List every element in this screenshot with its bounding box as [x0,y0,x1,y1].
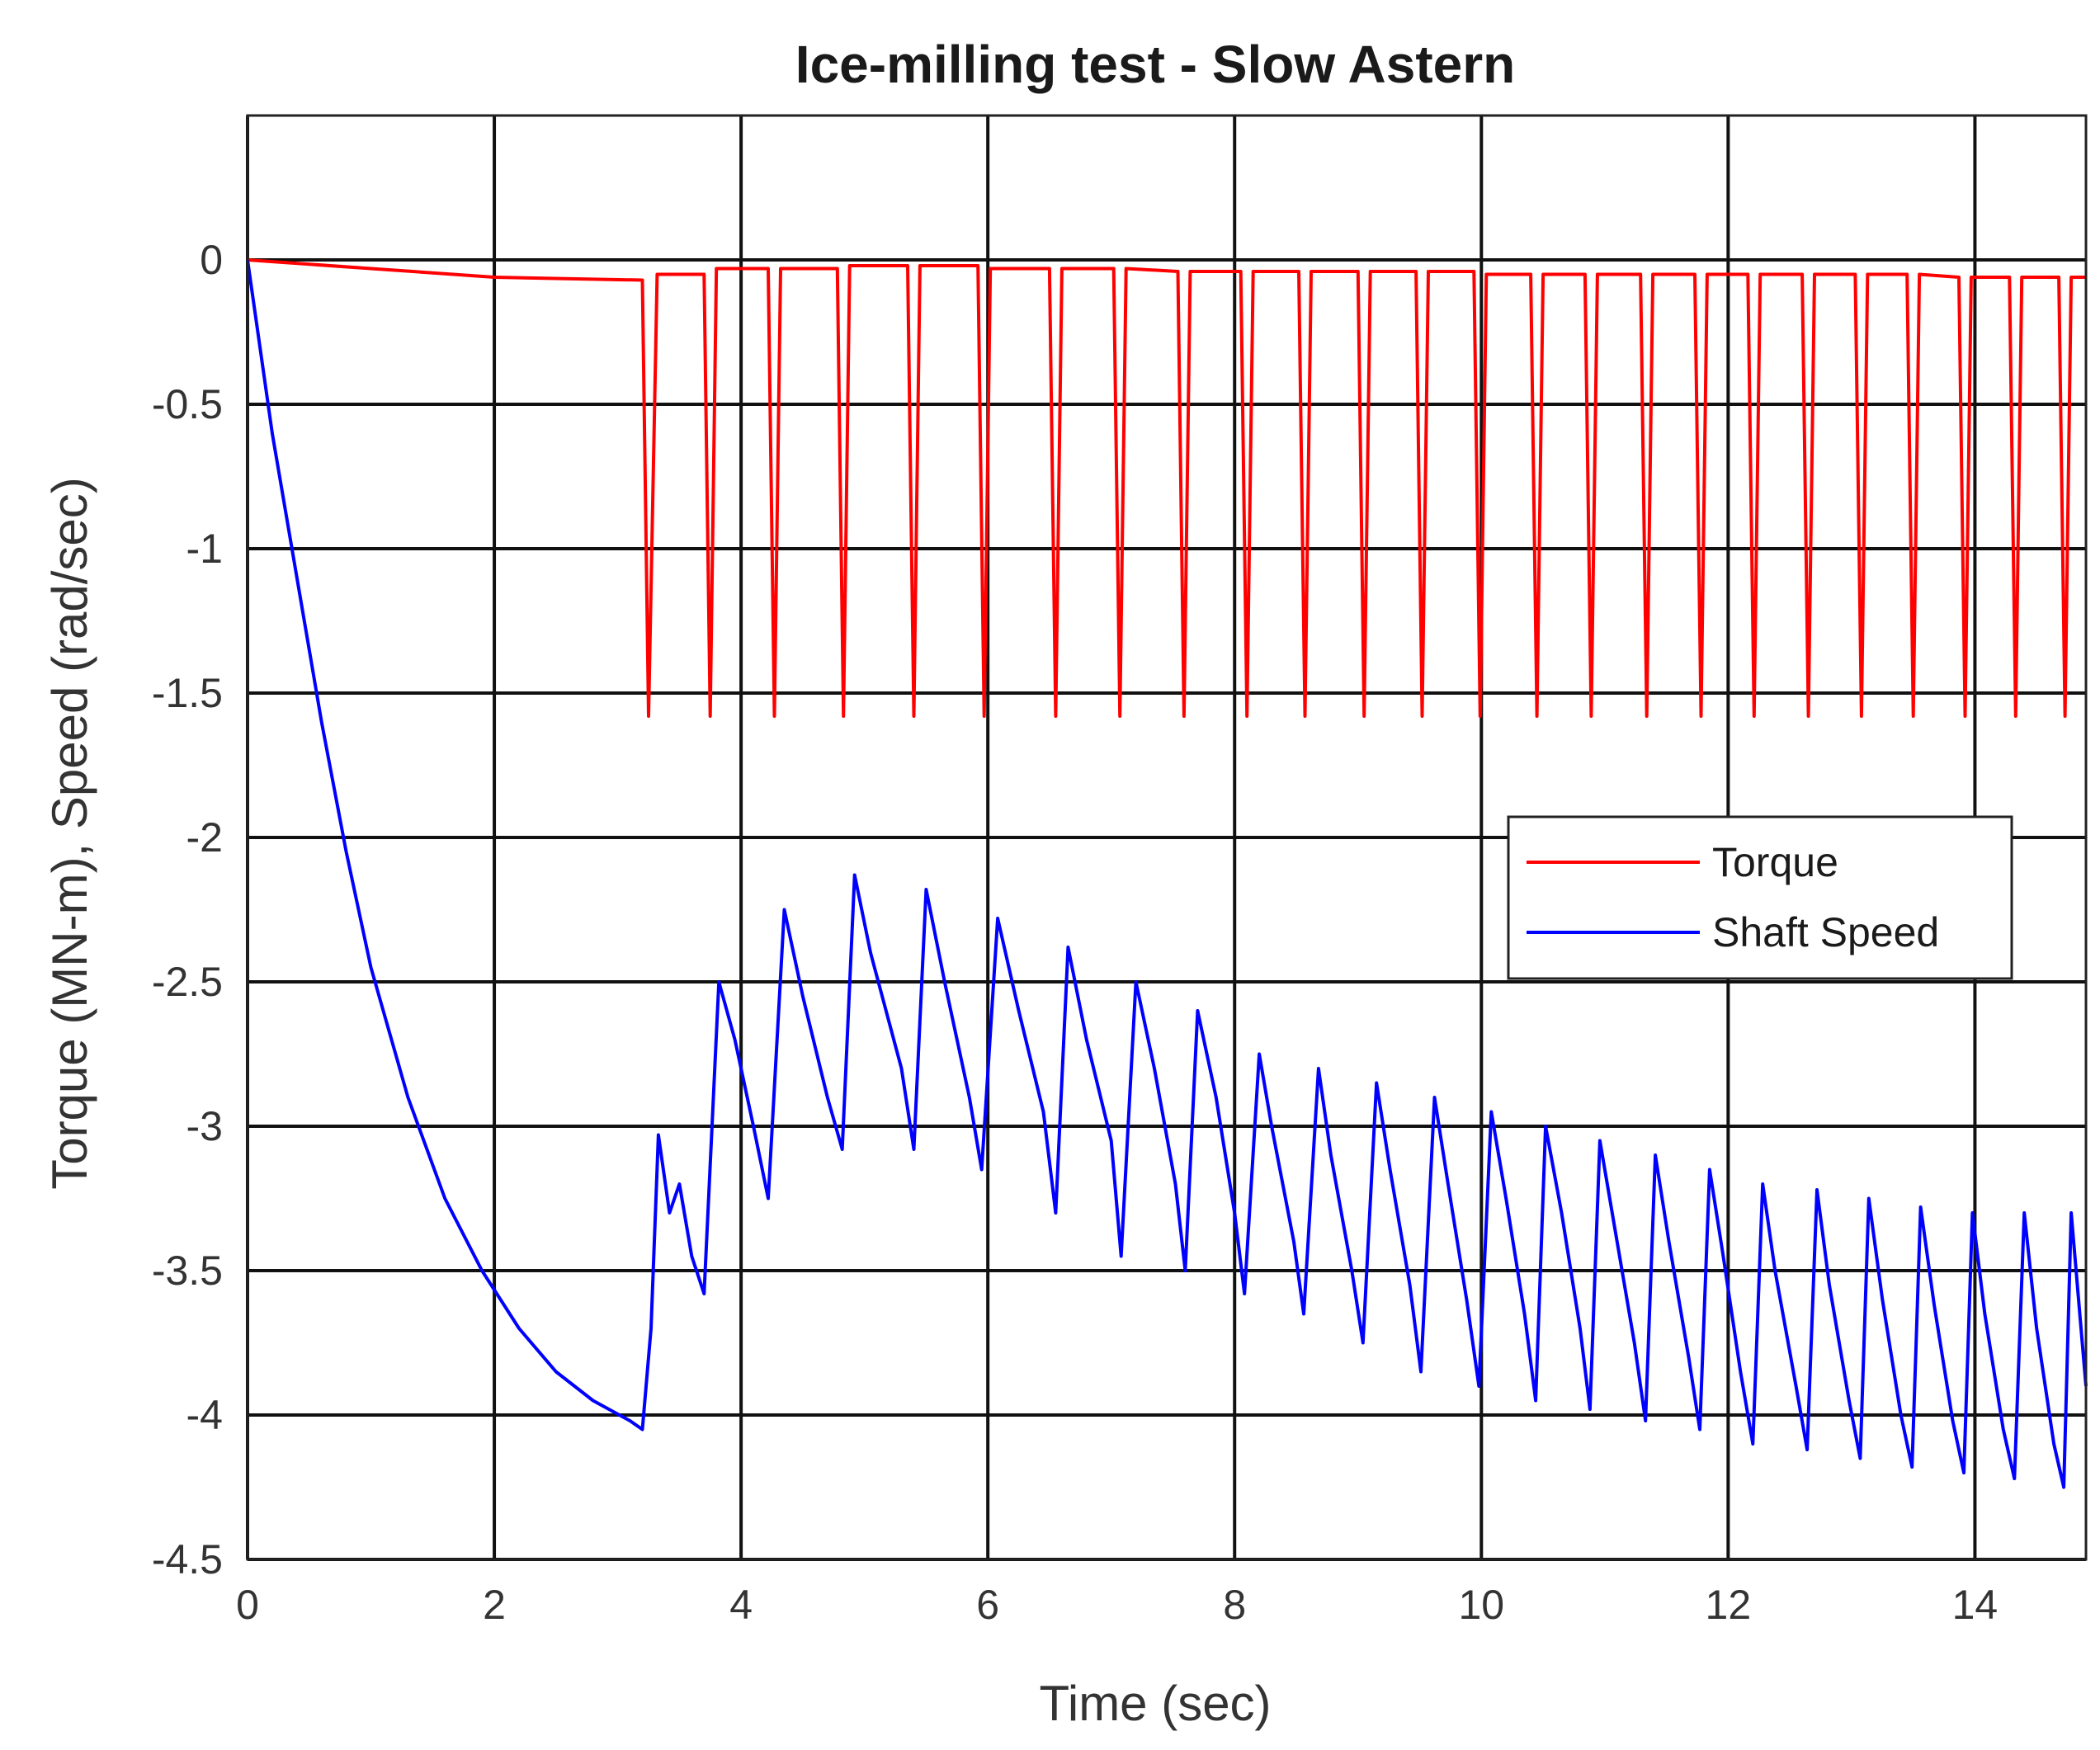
y-tick-label: -1.5 [152,670,223,716]
legend-label-torque: Torque [1712,839,1838,885]
x-tick-label: 2 [483,1582,506,1628]
y-tick-label: -0.5 [152,381,223,427]
legend-label-shaft-speed: Shaft Speed [1712,909,1939,955]
x-tick-label: 0 [236,1582,259,1628]
x-tick-label: 10 [1458,1582,1504,1628]
y-tick-label: -2 [186,814,223,861]
y-tick-label: -1 [186,526,223,572]
x-tick-label: 6 [976,1582,999,1628]
legend-box [1507,815,2013,980]
chart-title: Ice-milling test - Slow Astern [795,35,1515,94]
series-line-torque [247,258,2086,718]
x-tick-label: 8 [1223,1582,1246,1628]
y-tick-label: -2.5 [152,959,223,1005]
x-axis-label: Time (sec) [1039,1676,1271,1731]
series-layer [246,258,2088,1489]
x-tick-label: 14 [1952,1582,1999,1628]
y-tick-label: -4.5 [152,1536,223,1583]
x-tick-label: 4 [729,1582,753,1628]
y-tick-label: -4 [186,1392,223,1438]
plot-frame [246,114,2088,1561]
series-line-shaft-speed [246,259,2088,1489]
tick-labels: 0 2 4 6 8 10 12 14 0 -0.5 -1 -1.5 -2 -2.5 -3 -3.5 -4 -4.5 [152,237,1998,1628]
y-tick-label: 0 [200,237,223,283]
y-tick-label: -3 [186,1103,223,1149]
x-tick-label: 12 [1706,1582,1752,1628]
legend: Torque Shaft Speed [1507,815,2013,980]
y-axis-label: Torque (MN-m), Speed (rad/sec) [42,477,97,1190]
y-tick-label: -3.5 [152,1248,223,1294]
